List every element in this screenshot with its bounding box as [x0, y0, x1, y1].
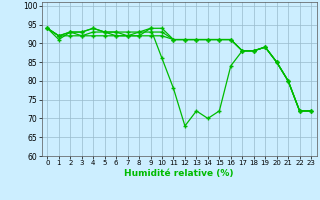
X-axis label: Humidité relative (%): Humidité relative (%) [124, 169, 234, 178]
